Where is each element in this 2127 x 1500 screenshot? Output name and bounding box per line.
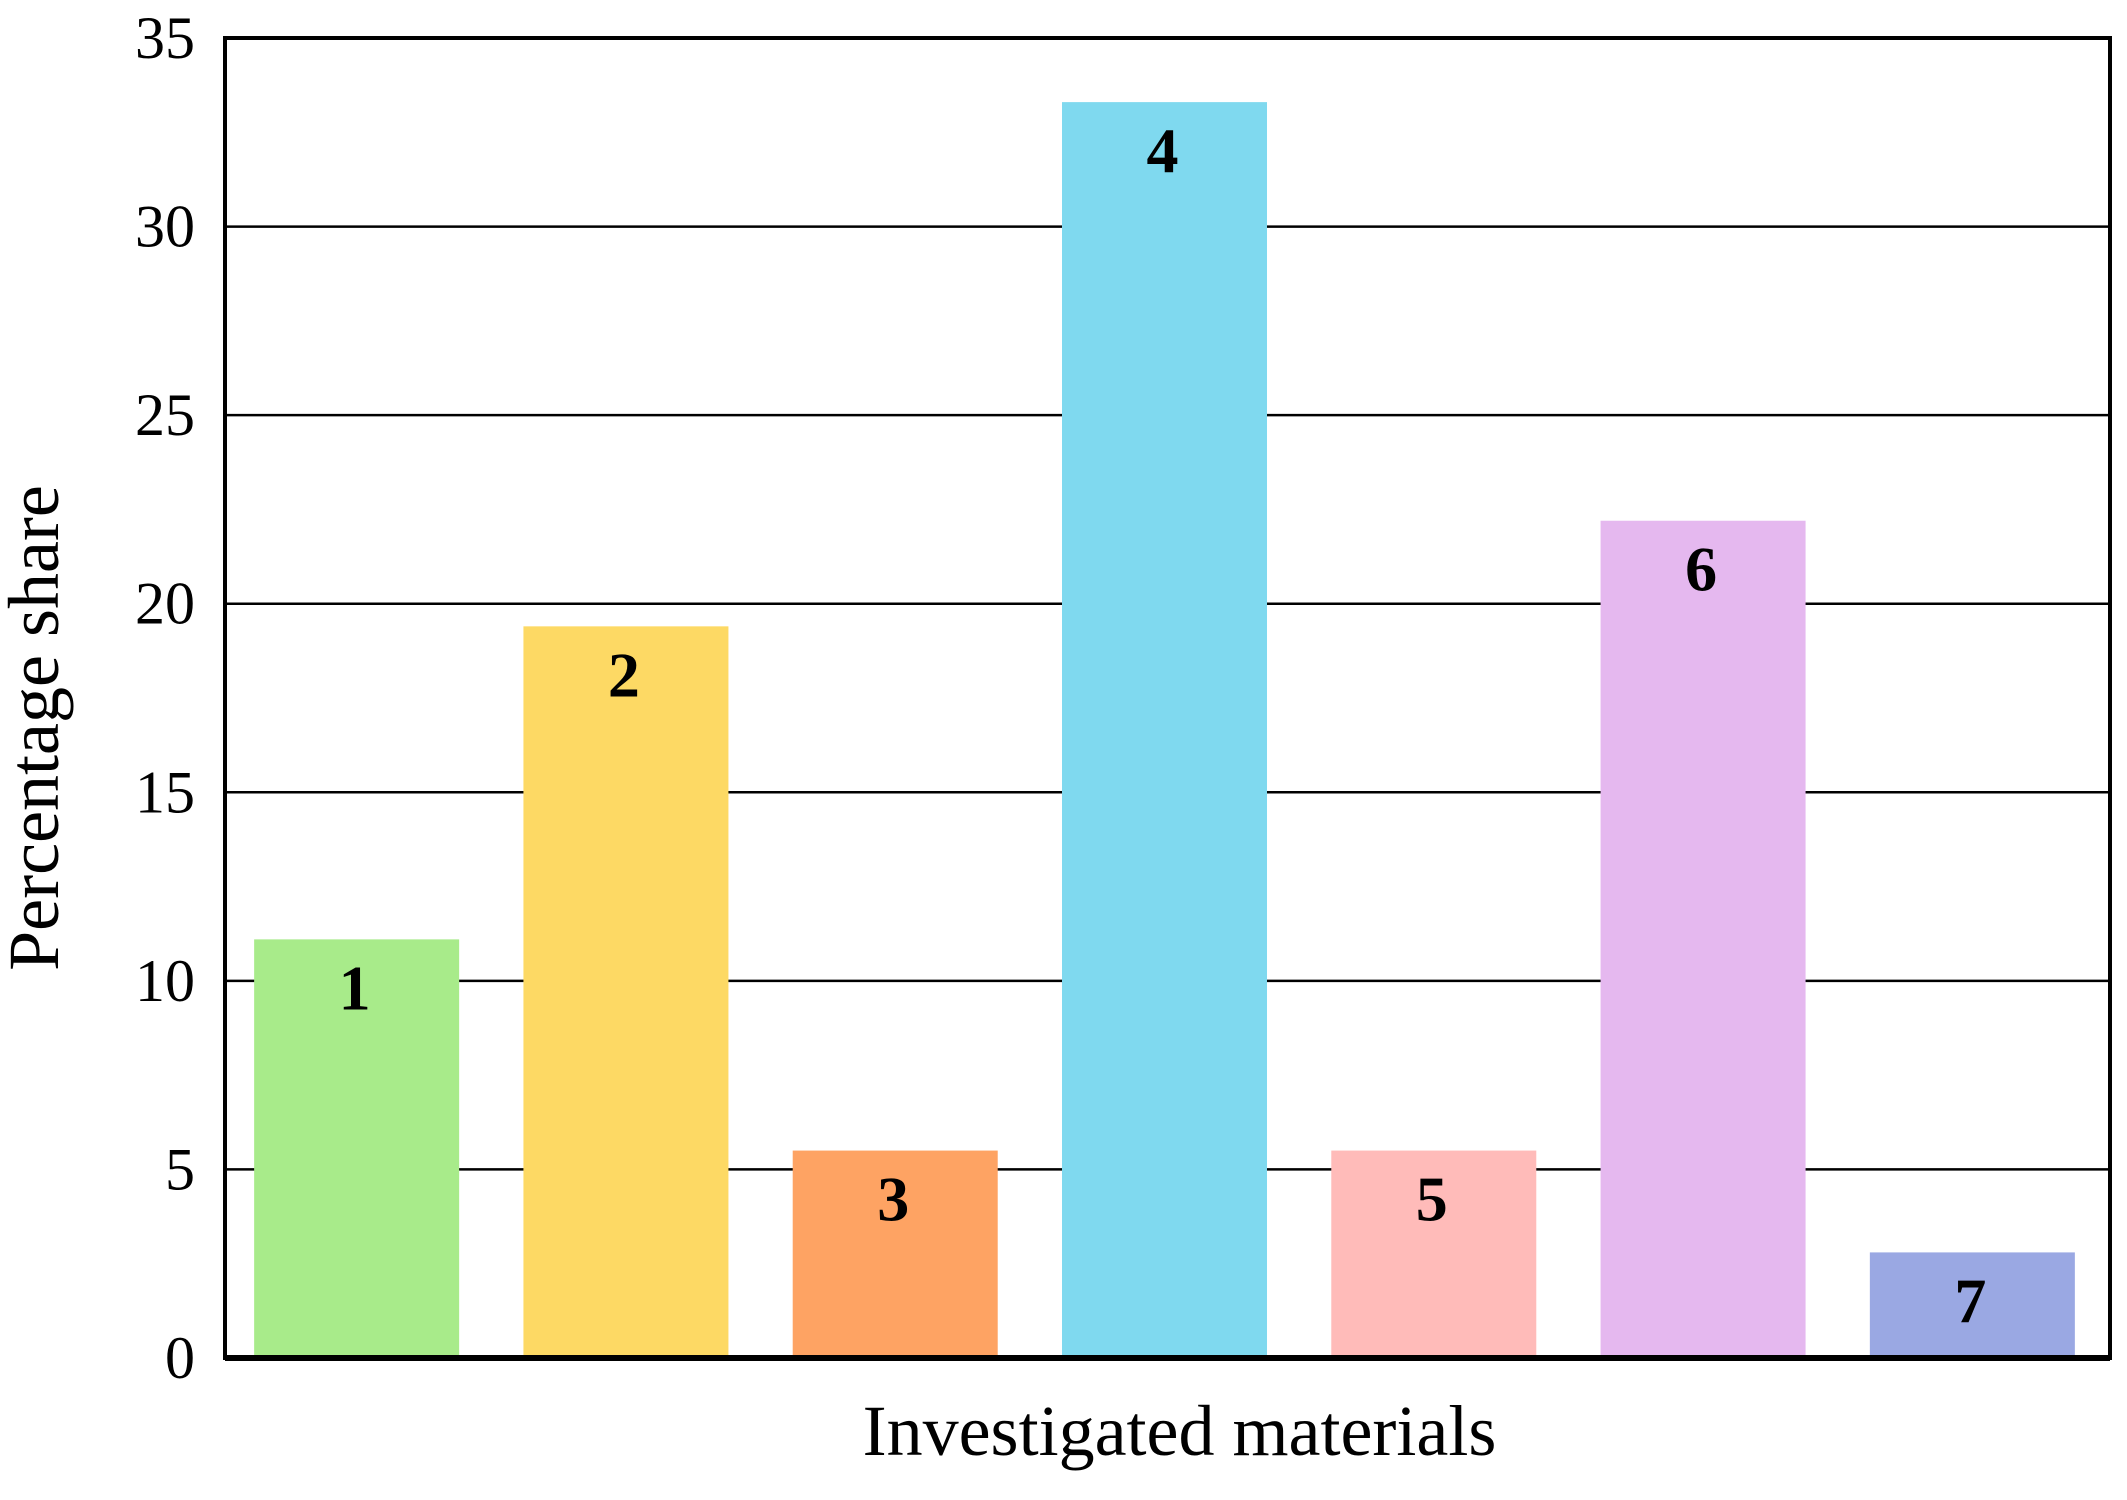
bar-4 bbox=[1062, 102, 1267, 1359]
bar-6 bbox=[1600, 520, 1806, 1358]
y-tick-label: 30 bbox=[135, 194, 195, 260]
plot-frame bbox=[223, 36, 2112, 1360]
bar-3 bbox=[792, 1150, 998, 1358]
bar-label-4: 4 bbox=[1147, 115, 1179, 186]
bar-5 bbox=[1331, 1150, 1537, 1358]
plot-area-border bbox=[223, 36, 2112, 1360]
y-tick-label: 5 bbox=[165, 1136, 195, 1202]
bar-7 bbox=[1869, 1252, 2075, 1358]
y-tick-label: 15 bbox=[135, 759, 195, 825]
bar-2 bbox=[523, 626, 729, 1358]
bar-label-2: 2 bbox=[608, 639, 640, 710]
bar-1 bbox=[254, 939, 460, 1358]
bar-labels: 1 2 3 4 5 6 7 bbox=[339, 115, 1987, 1336]
bar-label-7: 7 bbox=[1954, 1265, 1986, 1336]
bar-label-5: 5 bbox=[1416, 1164, 1448, 1235]
bar-label-6: 6 bbox=[1685, 534, 1717, 605]
x-axis-title: Investigated materials bbox=[863, 1391, 1497, 1471]
bar-label-3: 3 bbox=[877, 1164, 909, 1235]
bar-label-1: 1 bbox=[339, 952, 371, 1023]
y-tick-label: 25 bbox=[135, 382, 195, 448]
y-axis-title: Percentage share bbox=[0, 485, 74, 971]
y-tick-label: 35 bbox=[135, 5, 195, 71]
y-tick-label: 20 bbox=[135, 571, 195, 637]
bars bbox=[225, 102, 2110, 1361]
y-tick-label: 0 bbox=[165, 1325, 195, 1391]
y-tick-label: 10 bbox=[135, 948, 195, 1014]
y-axis-ticks: 0 5 10 15 20 25 30 35 bbox=[135, 5, 195, 1391]
